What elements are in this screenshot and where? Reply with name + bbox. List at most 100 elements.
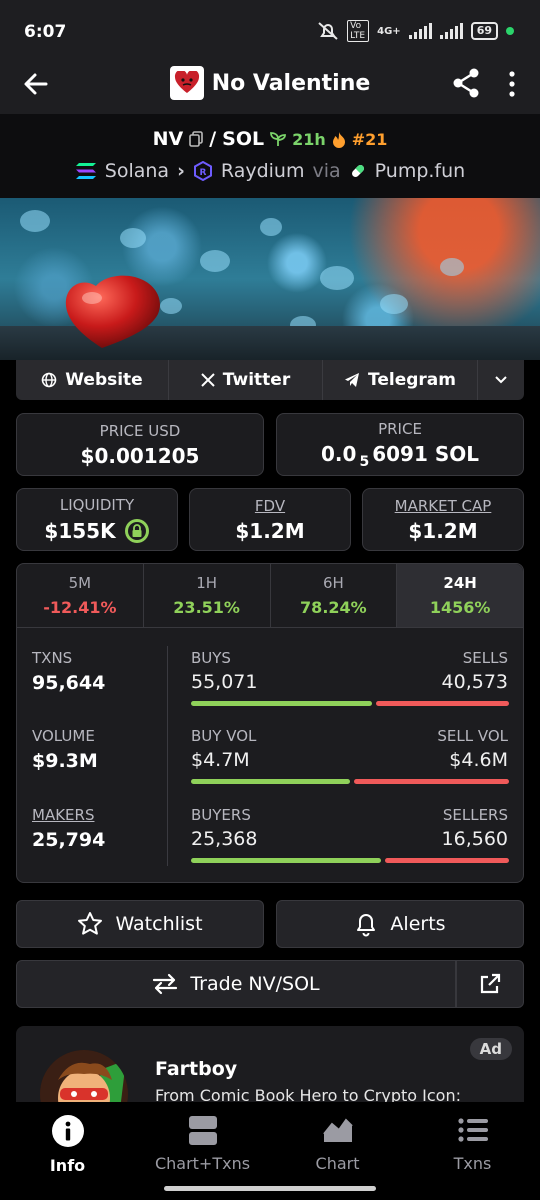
tab-24h[interactable]: 24H 1456%	[397, 564, 523, 627]
chain-name[interactable]: Solana	[104, 160, 170, 182]
nav-chart-txns[interactable]: Chart+Txns	[135, 1102, 270, 1200]
gesture-bar	[164, 1186, 376, 1191]
tab-24h-label: 24H	[443, 574, 477, 592]
buyers-label: BUYERS	[191, 806, 251, 824]
tab-5m[interactable]: 5M -12.41%	[17, 564, 144, 627]
ad-title: Fartboy	[155, 1058, 238, 1080]
svg-text:R: R	[199, 168, 206, 178]
token-logo	[169, 66, 204, 100]
info-icon	[51, 1115, 84, 1147]
txns-label: TXNS	[32, 649, 73, 667]
twitter-label: Twitter	[222, 370, 291, 390]
nav-chart-txns-label: Chart+Txns	[154, 1154, 251, 1173]
price-usd-value: $0.001205	[80, 443, 200, 468]
price-native-rest: 6091 SOL	[372, 441, 479, 466]
market-cap-value: $1.2M	[408, 518, 478, 543]
status-icons: Vo LTE 4G+ 69	[317, 20, 514, 42]
muted-bell-icon	[318, 22, 338, 40]
chevron-right-icon: ›	[177, 160, 185, 182]
pair-line: NV / SOL 21h #21	[0, 128, 540, 150]
globe-icon	[41, 372, 57, 388]
watchlist-button[interactable]: Watchlist	[16, 900, 264, 948]
tab-6h-change: 78.24%	[300, 598, 367, 617]
social-links: Website Twitter Telegram	[16, 360, 524, 400]
copy-icon[interactable]	[189, 131, 203, 147]
tab-1h-change: 23.51%	[173, 598, 240, 617]
tab-24h-change: 1456%	[429, 598, 491, 617]
buy-vol-label: BUY VOL	[191, 727, 257, 745]
price-usd-label: PRICE USD	[99, 421, 181, 440]
tab-5m-label: 5M	[68, 574, 92, 592]
timeframe-tabs: 5M -12.41% 1H 23.51% 6H 78.24% 24H 1456%	[17, 564, 523, 628]
tab-6h-label: 6H	[322, 574, 344, 592]
share-icon[interactable]	[450, 66, 482, 100]
area-chart-icon	[322, 1118, 353, 1142]
sellers-bar	[385, 858, 509, 863]
tab-6h[interactable]: 6H 78.24%	[271, 564, 398, 627]
page-title: No Valentine	[211, 70, 371, 96]
x-logo-icon	[201, 373, 215, 387]
fdv-value: $1.2M	[235, 518, 305, 543]
lock-icon[interactable]	[124, 518, 150, 544]
chain-line: Solana › R Raydium via Pump.fun	[0, 160, 540, 182]
buys-value: 55,071	[191, 671, 258, 693]
volume-value: $9.3M	[32, 750, 98, 772]
sellers-label: SELLERS	[442, 806, 508, 824]
market-cap-label: MARKET CAP	[394, 496, 492, 515]
txns-value: 95,644	[32, 672, 106, 694]
price-native-label: PRICE	[378, 419, 422, 438]
pair-separator: /	[209, 128, 217, 150]
liquidity-card: LIQUIDITY $155K	[16, 488, 178, 551]
website-button[interactable]: Website	[16, 360, 169, 400]
pill-icon	[351, 165, 364, 177]
tab-1h[interactable]: 1H 23.51%	[144, 564, 271, 627]
price-native-prefix: 0.0	[321, 441, 357, 466]
sells-bar	[376, 701, 509, 706]
sell-vol-value: $4.6M	[449, 749, 508, 771]
website-label: Website	[65, 370, 143, 390]
twitter-button[interactable]: Twitter	[169, 360, 323, 400]
volume-label: VOLUME	[32, 727, 95, 745]
buys-label: BUYS	[191, 649, 231, 667]
token-banner	[0, 198, 540, 360]
nav-txns[interactable]: Txns	[405, 1102, 540, 1200]
market-cap-card[interactable]: MARKET CAP $1.2M	[362, 488, 524, 551]
heart-face-icon	[174, 71, 199, 93]
back-arrow-icon[interactable]	[20, 68, 52, 100]
external-link-icon	[480, 973, 501, 994]
list-icon	[457, 1118, 488, 1142]
open-external-button[interactable]	[456, 960, 524, 1008]
telegram-label: Telegram	[368, 370, 456, 390]
dex-name[interactable]: Raydium	[220, 160, 305, 182]
liquidity-value: $155K	[44, 518, 116, 543]
sell-vol-bar	[354, 779, 509, 784]
nav-chart[interactable]: Chart	[270, 1102, 405, 1200]
status-bar: 6:07 Vo LTE 4G+ 69	[0, 0, 540, 64]
stats-divider	[167, 646, 168, 866]
sell-vol-label: SELL VOL	[437, 727, 508, 745]
makers-label[interactable]: MAKERS	[32, 806, 95, 824]
more-links-button[interactable]	[478, 360, 524, 400]
trade-button[interactable]: Trade NV/SOL	[16, 960, 456, 1008]
more-options-icon[interactable]	[502, 68, 522, 100]
fdv-card[interactable]: FDV $1.2M	[189, 488, 351, 551]
nav-info[interactable]: Info	[0, 1102, 135, 1200]
telegram-button[interactable]: Telegram	[323, 360, 478, 400]
launchpad-name[interactable]: Pump.fun	[374, 160, 466, 182]
buy-vol-bar	[191, 779, 350, 784]
buy-vol-value: $4.7M	[191, 749, 250, 771]
raydium-icon: R	[193, 161, 212, 181]
star-icon	[78, 912, 103, 935]
bottom-nav: Info Chart+Txns Chart Txns	[0, 1102, 540, 1200]
solana-icon	[75, 163, 96, 179]
trending-rank: #21	[351, 129, 388, 149]
heart-image	[65, 275, 160, 348]
buyers-bar	[191, 858, 381, 863]
flame-icon	[332, 131, 345, 148]
alerts-button[interactable]: Alerts	[276, 900, 524, 948]
network-label: 4G+	[377, 25, 401, 37]
watchlist-label: Watchlist	[115, 913, 203, 935]
base-symbol: NV	[152, 128, 184, 150]
ad-badge: Ad	[469, 1038, 512, 1060]
price-usd-card: PRICE USD $0.001205	[16, 413, 264, 476]
